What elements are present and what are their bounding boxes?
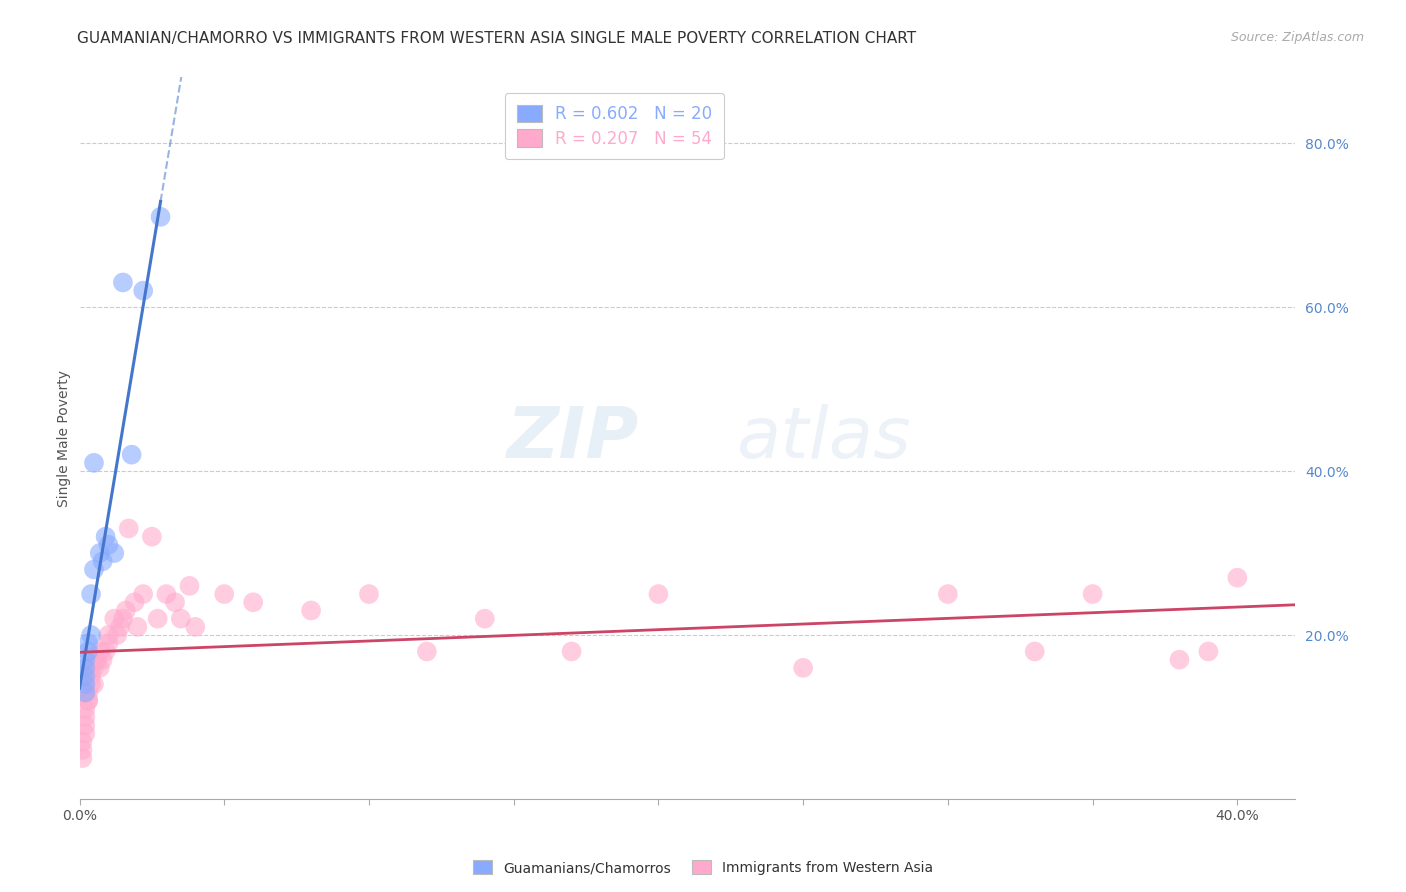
Point [94,644,117,658]
Point [111,612,134,626]
Point [83,456,105,470]
Point [75,702,97,716]
Point [80,628,103,642]
Point [149,210,172,224]
Point [97,636,120,650]
Point [170,612,193,626]
Point [132,284,155,298]
Point [124,595,146,609]
Point [105,628,128,642]
Point [72,751,94,765]
Point [77,636,100,650]
Point [103,546,125,560]
Point [114,603,136,617]
Point [83,562,105,576]
Point [94,530,117,544]
Point [1024,644,1046,658]
Point [80,677,103,691]
Point [83,677,105,691]
Point [212,587,235,601]
Point [89,546,111,560]
Point [561,644,583,658]
Point [86,653,108,667]
Point [80,669,103,683]
Point [155,587,177,601]
Point [936,587,959,601]
Point [75,669,97,683]
Point [77,685,100,699]
Point [103,612,125,626]
Point [179,579,201,593]
Legend: Guamanians/Chamorros, Immigrants from Western Asia: Guamanians/Chamorros, Immigrants from We… [467,855,939,880]
Point [299,603,322,617]
Point [89,644,111,658]
Point [77,644,100,658]
Y-axis label: Single Male Poverty: Single Male Poverty [58,370,72,507]
Text: GUAMANIAN/CHAMORRO VS IMMIGRANTS FROM WESTERN ASIA SINGLE MALE POVERTY CORRELATI: GUAMANIAN/CHAMORRO VS IMMIGRANTS FROM WE… [77,31,917,46]
Point [75,661,97,675]
Point [77,693,100,707]
Legend: R = 0.602   N = 20, R = 0.207   N = 54: R = 0.602 N = 20, R = 0.207 N = 54 [505,93,724,160]
Point [75,710,97,724]
Point [357,587,380,601]
Point [75,685,97,699]
Point [83,661,105,675]
Point [416,644,439,658]
Point [97,628,120,642]
Point [77,693,100,707]
Point [146,612,169,626]
Point [184,620,207,634]
Point [1197,644,1219,658]
Point [72,743,94,757]
Point [132,587,155,601]
Point [1168,653,1191,667]
Point [75,677,97,691]
Point [127,620,149,634]
Point [141,530,163,544]
Point [91,653,114,667]
Point [75,653,97,667]
Point [242,595,264,609]
Point [1226,571,1249,585]
Text: Source: ZipAtlas.com: Source: ZipAtlas.com [1230,31,1364,45]
Point [474,612,496,626]
Point [80,661,103,675]
Point [72,734,94,748]
Point [75,718,97,732]
Point [108,620,131,634]
Point [80,587,103,601]
Point [647,587,669,601]
Point [91,554,114,568]
Text: atlas: atlas [735,404,911,473]
Point [111,276,134,290]
Point [121,448,143,462]
Point [118,521,141,535]
Point [792,661,814,675]
Point [75,726,97,740]
Text: ZIP: ZIP [506,404,638,473]
Point [89,661,111,675]
Point [1081,587,1104,601]
Point [163,595,186,609]
Point [97,538,120,552]
Point [86,653,108,667]
